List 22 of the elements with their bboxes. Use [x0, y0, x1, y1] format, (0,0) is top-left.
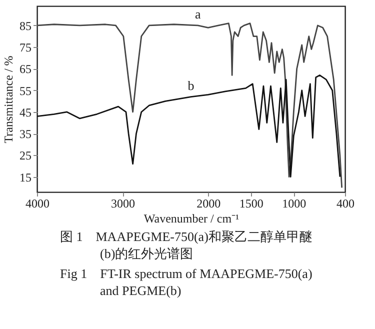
y-tick-label: 45 — [20, 105, 32, 120]
x-tick-label: 4000 — [26, 196, 50, 210]
y-axis-title: Transmittance / % — [2, 56, 16, 144]
caption: Fig 1 FT-IR spectrum of MAAPEGME-750(a) and PEGME(b) — [60, 265, 314, 299]
series-label: b — [188, 78, 194, 93]
y-tick-label: 75 — [20, 40, 32, 55]
x-tick-label: 400 — [336, 196, 354, 210]
y-tick-label: 35 — [20, 127, 32, 142]
y-tick-label: 85 — [20, 18, 32, 33]
x-tick-label: 1000 — [282, 196, 306, 210]
y-tick-label: 15 — [20, 170, 32, 184]
y-tick-label: 55 — [20, 84, 32, 98]
x-tick-label: 3000 — [111, 196, 136, 210]
series-label: a — [194, 6, 201, 22]
y-tick-label: 25 — [20, 148, 32, 163]
caption: 图 1 MAAPEGME-750(a)和聚乙二醇单甲醚(b)的红外光谱图 — [60, 228, 314, 262]
x-tick-label: 2000 — [196, 196, 221, 210]
x-axis-title: Wavenumber / cm⁻¹ — [144, 212, 240, 226]
y-tick-label: 65 — [20, 62, 32, 76]
line-series — [37, 74, 341, 178]
line-series — [37, 22, 343, 188]
x-tick-label: 1500 — [239, 196, 264, 210]
